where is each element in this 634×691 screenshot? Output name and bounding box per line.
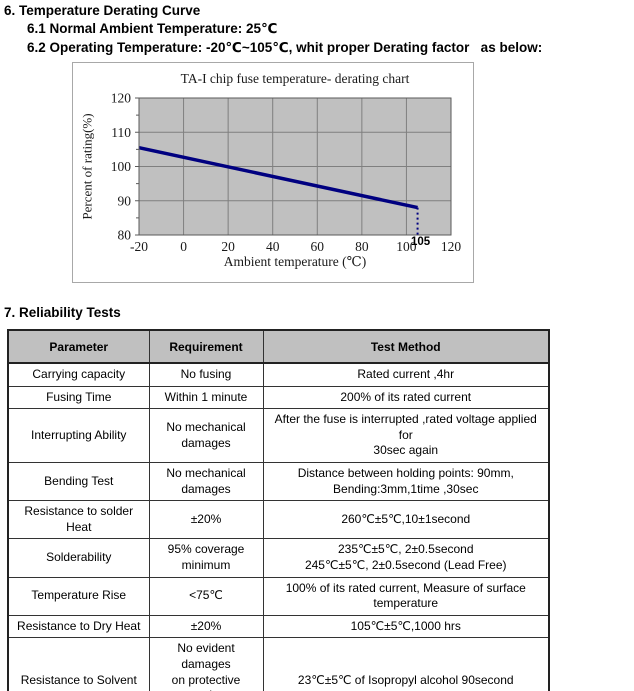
table-row: Fusing Time Within 1 minute 200% of its ra…: [7, 385, 550, 410]
cell-test-method: 23℃±5℃ of Isopropyl alcohol 90second: [262, 637, 550, 691]
table-row: Resistance to Solvent No evident damages …: [7, 637, 550, 691]
cell-parameter: Solderability: [7, 538, 150, 578]
column-header: Test Method: [262, 329, 550, 364]
cell-test-method: 200% of its rated current: [262, 385, 550, 410]
table-row: Resistance to Dry Heat ±20% 105℃±5℃,1000 h…: [7, 614, 550, 639]
column-header: Parameter: [7, 329, 150, 364]
cell-requirement: Within 1 minute: [148, 385, 264, 410]
table-row: Resistance to solder Heat ±20% 260℃±5℃,10±…: [7, 500, 550, 540]
cell-test-method: 100% of its rated current, Measure of su…: [262, 576, 550, 616]
cell-parameter: Bending Test: [7, 461, 150, 502]
cell-test-method: 260℃±5℃,10±1second: [262, 500, 550, 540]
cell-requirement: No fusing: [148, 362, 264, 387]
derating-chart: TA-I chip fuse temperature- derating cha…: [72, 62, 474, 283]
chart-plot-area: 80 90 100 110 120 -20 0 20 40 60 80 100 120 105: [111, 93, 462, 254]
table-row: Interrupting Ability No mechanical damage…: [7, 408, 550, 463]
y-tick-label: 120: [111, 93, 132, 106]
cell-requirement: ±20%: [148, 500, 264, 540]
x-tick-label: 20: [221, 239, 235, 254]
heading-normal-ambient-temperature: 6.1 Normal Ambient Temperature: 25℃: [27, 21, 278, 36]
annotation-max-temp: 105: [411, 236, 431, 248]
cell-parameter: Carrying capacity: [7, 362, 150, 387]
cell-test-method: Rated current ,4hr: [262, 362, 550, 387]
cell-test-method: 105℃±5℃,1000 hrs: [262, 614, 550, 639]
column-header: Requirement: [148, 329, 264, 364]
x-tick-label: 40: [266, 239, 280, 254]
table-row: Solderability 95% coverage minimum 235℃±5℃…: [7, 538, 550, 578]
cell-requirement: 95% coverage minimum: [148, 538, 264, 578]
x-tick-label: 100: [396, 239, 417, 254]
cell-parameter: Resistance to solder Heat: [7, 500, 150, 540]
cell-parameter: Resistance to Dry Heat: [7, 614, 150, 639]
cell-test-method: 235℃±5℃, 2±0.5second 245℃±5℃, 2±0.5secon…: [262, 538, 550, 578]
cell-test-method: Distance between holding points: 90mm, B…: [262, 461, 550, 502]
cell-parameter: Temperature Rise: [7, 576, 150, 616]
chart-title: TA-I chip fuse temperature- derating cha…: [180, 71, 410, 86]
cell-requirement: ±20%: [148, 614, 264, 639]
y-tick-label: 100: [111, 159, 132, 174]
table-row: Temperature Rise <75℃ 100% of its rated cu…: [7, 576, 550, 616]
y-tick-label: 80: [118, 228, 132, 243]
cell-parameter: Fusing Time: [7, 385, 150, 410]
chart-x-axis-label: Ambient temperature (℃): [223, 254, 367, 269]
cell-test-method: After the fuse is interrupted ,rated vol…: [262, 408, 550, 463]
section-6-heading: 6. Temperature Derating Curve: [4, 3, 201, 18]
y-tick-label: 90: [118, 193, 132, 208]
cell-requirement: No evident damages on protective coating…: [148, 637, 264, 691]
table-row: Carrying capacity No fusing Rated current …: [7, 362, 550, 387]
cell-parameter: Interrupting Ability: [7, 408, 150, 463]
series-derating-line: [138, 145, 418, 210]
table-row: Bending Test No mechanical damages Distanc…: [7, 461, 550, 502]
cell-parameter: Resistance to Solvent: [7, 637, 150, 691]
reliability-tests-table: Parameter Requirement Test Method Carrying…: [7, 329, 550, 691]
x-tick-label: -20: [130, 239, 148, 254]
cell-requirement: <75℃: [148, 576, 264, 616]
x-tick-label: 120: [441, 239, 462, 254]
section-7-heading: 7. Reliability Tests: [4, 305, 121, 320]
y-tick-label: 110: [111, 125, 131, 140]
table-header-row: Parameter Requirement Test Method: [7, 329, 550, 364]
x-tick-label: 60: [311, 239, 325, 254]
x-tick-label: 80: [355, 239, 369, 254]
x-tick-label: 0: [180, 239, 187, 254]
cell-requirement: No mechanical damages: [148, 461, 264, 502]
cell-requirement: No mechanical damages: [148, 408, 264, 463]
heading-operating-temperature: 6.2 Operating Temperature: -20℃~105℃, wh…: [27, 40, 543, 55]
